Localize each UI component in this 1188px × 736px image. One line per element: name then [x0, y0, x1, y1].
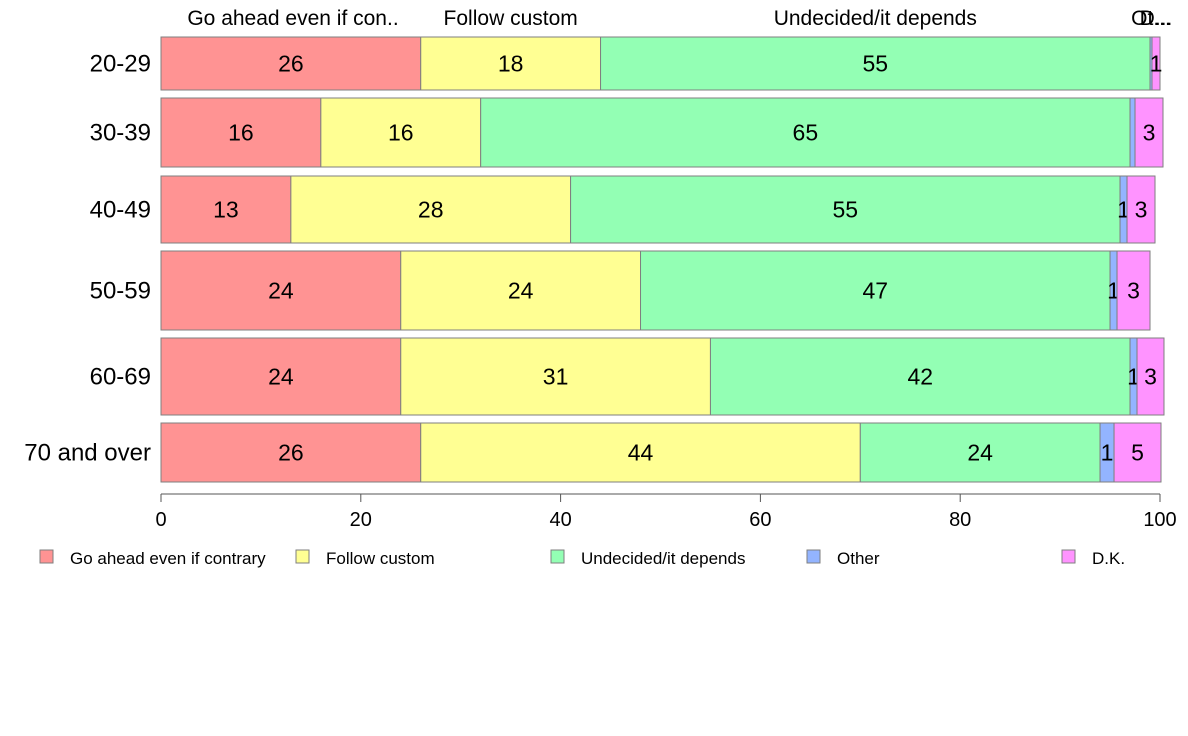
bar-segment-5-1	[420, 422, 861, 483]
data-label: 24	[508, 278, 534, 304]
x-tick-label: 60	[749, 509, 771, 531]
bar-segment-4-2	[709, 337, 1131, 416]
series-top-label: Ot...	[1131, 7, 1171, 30]
bar-segment-1-4	[1134, 97, 1164, 168]
data-label: 3	[1135, 197, 1148, 223]
category-label: 20-29	[90, 51, 151, 78]
series-top-label: Undecided/it depends	[774, 7, 977, 30]
data-label: 18	[498, 51, 524, 77]
bar-segment-0-4	[1151, 36, 1161, 91]
series-top-label: D...	[1140, 7, 1173, 30]
series-top-labels: Go ahead even if con.. Follow custom Undec…	[187, 7, 1172, 30]
bar-segment-3-0	[160, 250, 402, 331]
data-label: 3	[1127, 278, 1140, 304]
data-label: 55	[862, 51, 888, 77]
x-tick-label: 20	[350, 509, 372, 531]
data-label: 16	[388, 120, 414, 146]
category-label: 60-69	[90, 364, 151, 391]
data-label: 13	[213, 197, 239, 223]
category-label: 50-59	[90, 278, 151, 305]
category-label: 40-49	[90, 197, 151, 224]
bar-segment-1-1	[320, 97, 482, 168]
bar-segment-5-0	[160, 422, 422, 483]
legend-label: Go ahead even if contrary	[70, 549, 266, 568]
bar-segment-5-4	[1113, 422, 1162, 483]
category-labels: 20-29 30-39 40-49 50-59 60-69 70 and over	[24, 51, 151, 467]
x-tick-label: 80	[949, 509, 971, 531]
bar-segment-1-0	[160, 97, 322, 168]
data-label: 24	[268, 364, 294, 390]
x-tick-label: 100	[1143, 509, 1176, 531]
x-axis: 0 20 40 60 80 100	[155, 493, 1177, 531]
data-label: 1	[1150, 51, 1163, 77]
legend-swatch	[550, 549, 565, 564]
x-tick-label: 0	[155, 509, 166, 531]
bar-segment-2-2	[570, 175, 1121, 244]
category-label: 30-39	[90, 120, 151, 147]
legend-swatch	[39, 549, 54, 564]
data-label: 65	[793, 120, 819, 146]
legend-label: D.K.	[1092, 549, 1125, 568]
legend: Go ahead even if contrary Follow custom Un…	[39, 549, 1125, 568]
legend-label: Undecided/it depends	[581, 549, 745, 568]
data-label: 24	[967, 440, 993, 466]
bar-segment-3-1	[400, 250, 642, 331]
bar-segment-2-1	[290, 175, 572, 244]
data-label: 26	[278, 51, 304, 77]
bar-segment-3-4	[1116, 250, 1151, 331]
data-label: 26	[278, 440, 304, 466]
data-label: 31	[543, 364, 569, 390]
data-label: 47	[862, 278, 888, 304]
data-label: 42	[907, 364, 933, 390]
data-label: 1	[1101, 440, 1114, 466]
x-tick-label: 40	[549, 509, 571, 531]
category-label: 70 and over	[24, 440, 151, 467]
data-label: 3	[1144, 364, 1157, 390]
data-label: 44	[628, 440, 654, 466]
bar-segment-1-2	[480, 97, 1131, 168]
legend-swatch	[1061, 549, 1076, 564]
data-label: 28	[418, 197, 444, 223]
bar-segment-4-1	[400, 337, 711, 416]
bar-segment-2-4	[1126, 175, 1156, 244]
data-label: 5	[1131, 440, 1144, 466]
data-label: 16	[228, 120, 254, 146]
bar-segment-0-1	[420, 36, 602, 91]
legend-swatch	[295, 549, 310, 564]
legend-label: Other	[837, 549, 880, 568]
legend-swatch	[806, 549, 821, 564]
bars-group: 26 18 55 116 16 65 313 28 55 1 324 24 47 1 324 31 42 1 326…	[160, 36, 1165, 483]
series-top-label: Go ahead even if con..	[187, 7, 398, 30]
data-label: 24	[268, 278, 294, 304]
bar-segment-4-0	[160, 337, 402, 416]
bar-segment-1-3	[1129, 97, 1136, 168]
series-top-label: Follow custom	[444, 7, 578, 30]
bar-segment-4-4	[1136, 337, 1165, 416]
data-label: 55	[833, 197, 859, 223]
legend-label: Follow custom	[326, 549, 435, 568]
data-label: 3	[1143, 120, 1156, 146]
